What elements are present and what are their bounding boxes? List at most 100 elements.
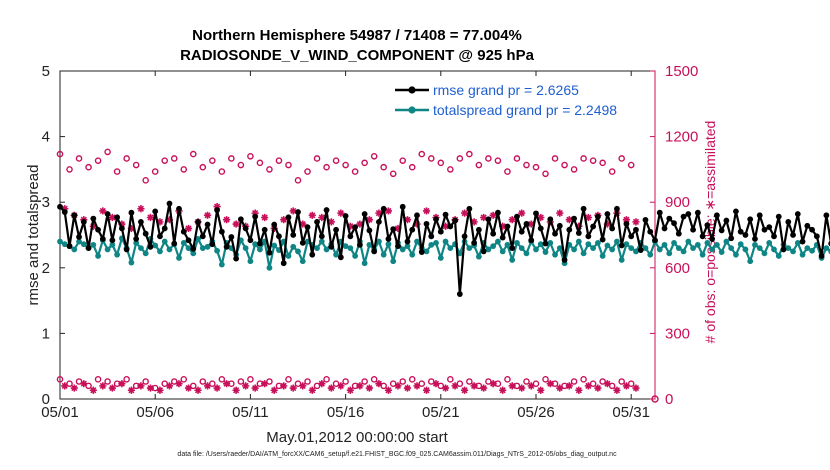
rmse-point [129, 210, 135, 216]
rmse-point [800, 239, 806, 245]
rmse-point [562, 257, 568, 263]
rmse-point [190, 246, 196, 252]
totalspread-point [666, 250, 672, 256]
rmse-point [438, 229, 444, 235]
totalspread-point [700, 252, 706, 258]
totalspread-point [576, 239, 582, 245]
rmse-point [719, 228, 725, 234]
rmse-point [633, 227, 639, 233]
rmse-point [704, 222, 710, 228]
rmse-point [481, 249, 487, 255]
rmse-point [724, 218, 730, 224]
totalspread-point [162, 239, 168, 245]
totalspread-point [138, 245, 144, 251]
rmse-point [609, 226, 615, 232]
y-right-tick-label: 900 [665, 194, 690, 211]
totalspread-point [400, 247, 406, 253]
rmse-point [386, 236, 392, 242]
totalspread-point [743, 247, 749, 253]
rmse-point [243, 226, 249, 232]
totalspread-point [505, 242, 511, 248]
totalspread-point [514, 240, 520, 246]
totalspread-point [552, 252, 558, 258]
rmse-point [314, 219, 320, 225]
obs-assimilated-marker [480, 384, 487, 391]
totalspread-point [524, 250, 530, 256]
rmse-point [647, 229, 653, 235]
x-tick-label: 05/26 [517, 404, 555, 421]
rmse-point [571, 216, 577, 222]
totalspread-point [771, 247, 777, 253]
rmse-point [257, 241, 263, 247]
rmse-point [795, 211, 801, 217]
y-left-tick-label: 2 [42, 260, 50, 277]
y-right-tick-label: 300 [665, 325, 690, 342]
totalspread-point [657, 247, 663, 253]
obs-assimilated-marker [423, 387, 430, 394]
rmse-point [557, 223, 563, 229]
rmse-point [766, 224, 772, 230]
obs-assimilated-marker [547, 380, 554, 387]
obs-assimilated-marker [290, 384, 297, 391]
totalspread-point [95, 253, 101, 259]
totalspread-point [300, 258, 306, 264]
rmse-point [528, 237, 534, 243]
rmse-point [452, 218, 458, 224]
rmse-point [233, 256, 239, 262]
rmse-point [248, 237, 254, 243]
rmse-point [643, 217, 649, 223]
totalspread-point [695, 242, 701, 248]
totalspread-point [90, 242, 96, 248]
totalspread-point [628, 245, 634, 251]
totalspread-point [733, 252, 739, 258]
obs-assimilated-marker [223, 380, 230, 387]
totalspread-point [823, 245, 829, 251]
totalspread-point [495, 239, 501, 245]
totalspread-point [800, 252, 806, 258]
y-right-tick-label: 1200 [665, 129, 698, 146]
totalspread-point [267, 265, 273, 271]
obs-assimilated-marker [613, 387, 620, 394]
totalspread-point [433, 240, 439, 246]
totalspread-point [219, 262, 225, 268]
obs-assimilated-marker [537, 387, 544, 394]
rmse-point [543, 241, 549, 247]
y-left-tick-label: 5 [42, 63, 50, 80]
rmse-point [119, 226, 125, 232]
x-tick-label: 05/06 [136, 404, 174, 421]
totalspread-point [381, 252, 387, 258]
obs-assimilated-marker [518, 384, 525, 391]
x-tick-label: 05/31 [612, 404, 650, 421]
totalspread-point [490, 243, 496, 249]
rmse-point [281, 260, 287, 266]
rmse-point [790, 232, 796, 238]
rmse-point [757, 212, 763, 218]
rmse-point [86, 245, 92, 251]
rmse-point [619, 243, 625, 249]
rmse-point [224, 244, 230, 250]
obs-assimilated-marker [461, 387, 468, 394]
obs-assimilated-marker [194, 387, 201, 394]
totalspread-point [157, 249, 163, 255]
rmse-point [405, 239, 411, 245]
rmse-point [752, 236, 758, 242]
rmse-point [343, 213, 349, 219]
obs-assimilated-marker [632, 384, 639, 391]
rmse-point [395, 243, 401, 249]
totalspread-point [676, 245, 682, 251]
totalspread-point [71, 247, 77, 253]
totalspread-point [509, 257, 515, 263]
rmse-point [209, 241, 215, 247]
rmse-point [514, 214, 520, 220]
rmse-point [390, 226, 396, 232]
rmse-point [443, 212, 449, 218]
rmse-point [62, 209, 68, 215]
legend-spread-marker [408, 106, 415, 113]
rmse-point [505, 224, 511, 230]
rmse-point [100, 236, 106, 242]
obs-assimilated-marker [156, 387, 163, 394]
totalspread-point [362, 260, 368, 266]
totalspread-point [443, 239, 449, 245]
totalspread-point [681, 249, 687, 255]
totalspread-point [724, 239, 730, 245]
